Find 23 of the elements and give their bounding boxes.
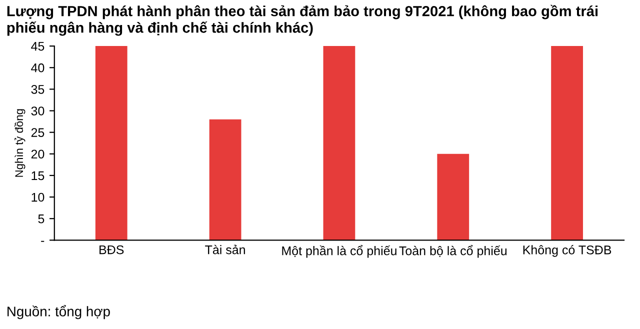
y-tick-label: 25 (31, 128, 44, 137)
text: Nguồn: tổng hợp (8, 305, 110, 320)
y-tick-label: 15 (32, 171, 44, 180)
bar (323, 46, 356, 240)
y-tick-label: 5 (38, 214, 44, 224)
y-tick-label: 20 (31, 150, 44, 159)
x-tick-label: BĐS (100, 245, 124, 254)
y-tick-label: 35 (31, 84, 44, 94)
y-tick-label: 30 (31, 106, 44, 116)
y-tick-label: 45 (31, 42, 44, 51)
y-tick-label: - (41, 240, 44, 242)
y-tick-label: 40 (31, 63, 44, 72)
bar (437, 154, 470, 240)
bar (95, 46, 128, 240)
x-tick-label: Toàn bộ là cổ phiếu (399, 245, 506, 258)
x-tick-label: Một phần là cổ phiếu (282, 245, 396, 258)
chart-title: Lượng TPDN phát hành phân theo tài sản đảm bảo trong 9T2021 (không bao gồm trái phiếu ngân hàng và định chế tài chính khác) (7, 4, 598, 36)
bar (551, 46, 583, 240)
y-tick-label: 10 (32, 192, 44, 202)
y-axis-title: Nghìn tỷ đồng (14, 109, 26, 177)
bar (209, 119, 242, 240)
x-tick-label: Tài sản (205, 244, 245, 254)
x-tick-label: Không có TSĐB (523, 245, 612, 257)
